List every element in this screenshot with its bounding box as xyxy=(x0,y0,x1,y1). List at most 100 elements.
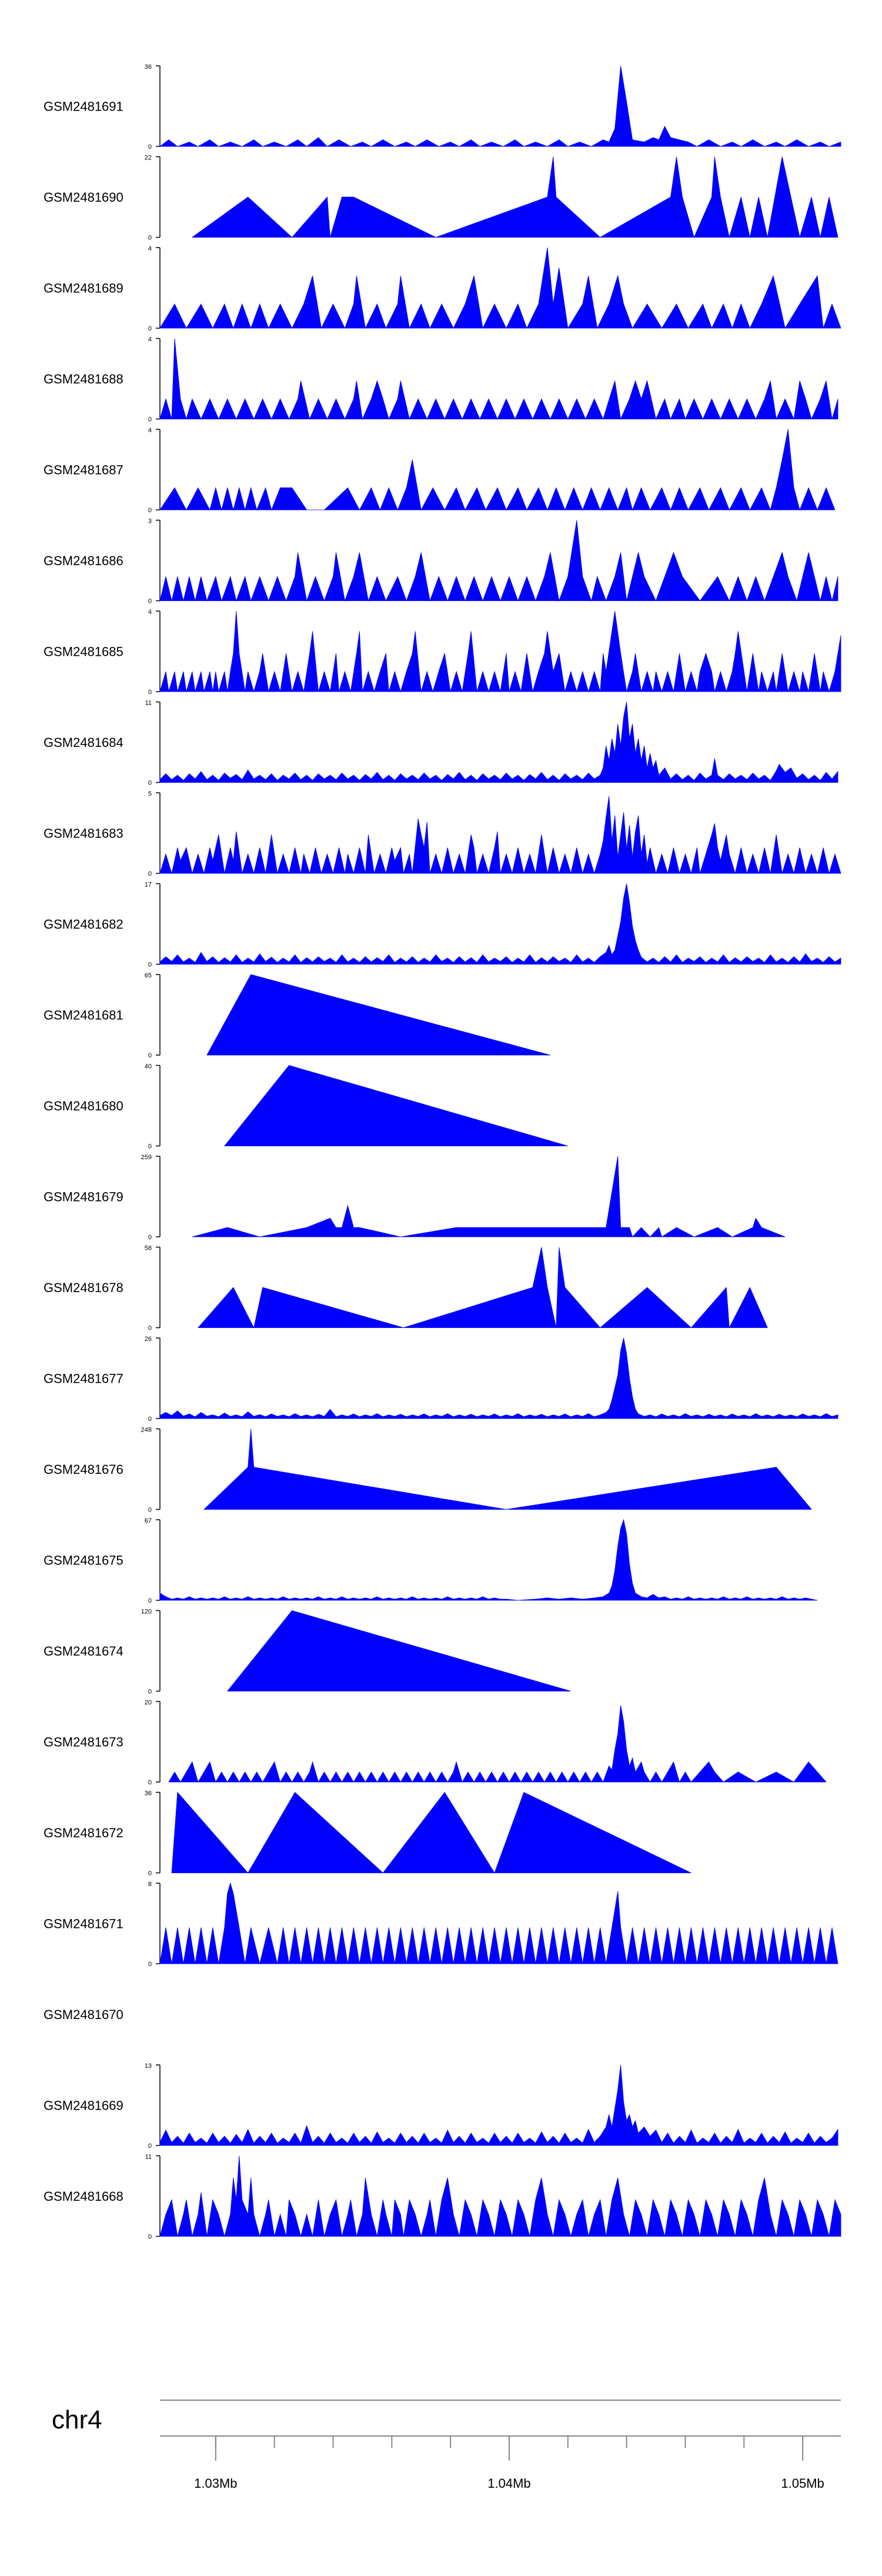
track-label: GSM2481686 xyxy=(44,553,123,568)
y-min-label: 0 xyxy=(148,1325,152,1332)
track-label: GSM2481672 xyxy=(44,1826,123,1840)
track: GSM2481673 20 0 xyxy=(44,1699,827,1786)
track-area xyxy=(159,2064,838,2146)
y-max-label: 11 xyxy=(145,2154,152,2161)
y-min-label: 0 xyxy=(148,235,152,242)
track-area xyxy=(191,156,838,238)
track: GSM2481668 11 0 xyxy=(44,2154,841,2241)
track-label: GSM2481689 xyxy=(44,281,123,296)
track-label: GSM2481677 xyxy=(44,1372,123,1386)
track: GSM2481670 xyxy=(44,2007,123,2022)
track-label: GSM2481676 xyxy=(44,1462,123,1477)
y-max-label: 13 xyxy=(145,2063,152,2070)
track: GSM2481687 4 0 xyxy=(44,427,836,514)
track: GSM2481682 17 0 xyxy=(44,882,841,969)
track: GSM2481671 8 0 xyxy=(44,1881,838,1968)
track: GSM2481672 36 0 xyxy=(44,1790,691,1877)
y-max-label: 40 xyxy=(145,1063,152,1070)
genome-axis: chr4 1.03Mb 1.04Mb 1.05Mb xyxy=(52,2400,841,2491)
y-max-label: 36 xyxy=(145,64,152,71)
y-max-label: 65 xyxy=(145,972,152,979)
track-label: GSM2481674 xyxy=(44,1644,123,1659)
track-area xyxy=(159,520,838,602)
y-max-label: 11 xyxy=(145,700,152,707)
track: GSM2481683 5 0 xyxy=(44,790,841,877)
track-area xyxy=(159,429,836,511)
track-area xyxy=(159,796,841,875)
y-min-label: 0 xyxy=(148,1143,152,1150)
y-min-label: 0 xyxy=(148,1779,152,1786)
track-label: GSM2481688 xyxy=(44,372,123,386)
track-label: GSM2481680 xyxy=(44,1099,123,1113)
y-min-label: 0 xyxy=(148,1689,152,1696)
y-max-label: 5 xyxy=(148,790,152,798)
axis-tick-label: 1.04Mb xyxy=(487,2476,530,2491)
track-area xyxy=(171,1791,691,1874)
track-label: GSM2481671 xyxy=(44,1917,123,1931)
y-min-label: 0 xyxy=(148,1507,152,1514)
y-max-label: 259 xyxy=(141,1154,152,1161)
track-label: GSM2481668 xyxy=(44,2189,123,2204)
track-label: GSM2481690 xyxy=(44,190,123,205)
y-max-label: 4 xyxy=(148,245,152,252)
track-area xyxy=(192,1156,786,1237)
axis-tick-label: 1.05Mb xyxy=(781,2476,824,2491)
track-panels: GSM2481691360GSM2481690220GSM248168940GS… xyxy=(44,64,841,2241)
track-area xyxy=(159,65,841,147)
track-label: GSM2481679 xyxy=(44,1190,123,1204)
y-min-label: 0 xyxy=(148,962,152,969)
y-max-label: 58 xyxy=(145,1245,152,1252)
y-max-label: 8 xyxy=(148,1881,152,1888)
y-min-label: 0 xyxy=(148,2143,152,2150)
track-area xyxy=(198,1247,768,1329)
track: GSM2481688 4 0 xyxy=(44,336,838,423)
track-label: GSM2481670 xyxy=(44,2007,123,2022)
y-min-label: 0 xyxy=(148,325,152,332)
track: GSM2481679 259 0 xyxy=(44,1154,786,1241)
track-area xyxy=(159,338,838,420)
y-max-label: 248 xyxy=(141,1427,152,1434)
y-min-label: 0 xyxy=(148,1961,152,1968)
y-min-label: 0 xyxy=(148,598,152,605)
y-min-label: 0 xyxy=(148,1870,152,1877)
y-max-label: 4 xyxy=(148,336,152,343)
track-area xyxy=(223,1065,568,1146)
axis-tick-label: 1.03Mb xyxy=(194,2476,237,2491)
track-label: GSM2481681 xyxy=(44,1008,123,1023)
track-area xyxy=(206,974,551,1056)
y-max-label: 67 xyxy=(145,1517,152,1524)
track-area xyxy=(159,247,841,329)
track-area xyxy=(159,883,841,965)
track-area xyxy=(168,1705,827,1783)
y-max-label: 22 xyxy=(145,155,152,162)
track: GSM2481691 36 0 xyxy=(44,64,841,151)
track-area xyxy=(159,2155,841,2238)
track-area xyxy=(203,1429,812,1510)
track: GSM2481678 58 0 xyxy=(44,1245,768,1332)
y-max-label: 20 xyxy=(145,1699,152,1706)
track-label: GSM2481678 xyxy=(44,1280,123,1295)
track: GSM2481675 67 0 xyxy=(44,1517,818,1604)
track-area xyxy=(159,1519,818,1601)
track: GSM2481681 65 0 xyxy=(44,972,551,1059)
y-max-label: 26 xyxy=(145,1336,152,1343)
track: GSM2481669 13 0 xyxy=(44,2063,838,2150)
y-min-label: 0 xyxy=(148,870,152,877)
track-area xyxy=(159,702,838,783)
track: GSM2481690 22 0 xyxy=(44,155,838,242)
track: GSM2481686 3 0 xyxy=(44,518,838,605)
y-min-label: 0 xyxy=(148,1234,152,1241)
y-min-label: 0 xyxy=(148,144,152,151)
track: GSM2481689 4 0 xyxy=(44,245,841,332)
track: GSM2481680 40 0 xyxy=(44,1063,568,1150)
track: GSM2481684 11 0 xyxy=(44,700,838,787)
track-area xyxy=(159,1337,838,1419)
axis-ticks: 1.03Mb 1.04Mb 1.05Mb xyxy=(194,2436,824,2491)
track-label: GSM2481683 xyxy=(44,826,123,841)
y-max-label: 4 xyxy=(148,427,152,434)
track: GSM2481676 248 0 xyxy=(44,1427,812,1514)
y-min-label: 0 xyxy=(148,1416,152,1423)
chromosome-label: chr4 xyxy=(52,2405,102,2434)
y-max-label: 4 xyxy=(148,609,152,616)
